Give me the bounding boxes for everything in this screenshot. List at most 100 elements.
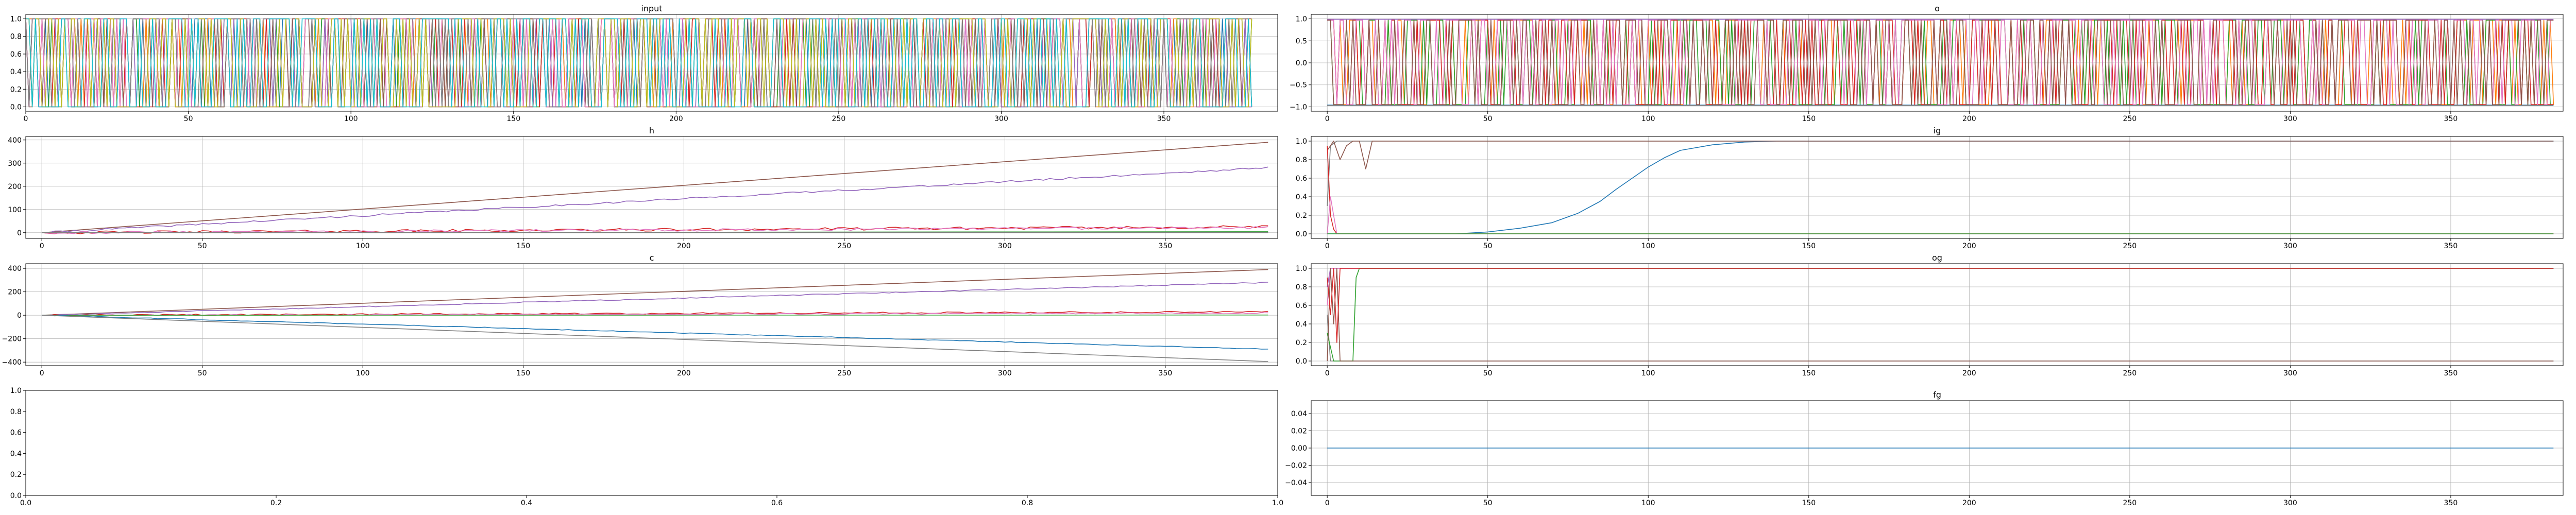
series-line-7 <box>1327 20 2554 105</box>
x-tick-label: 100 <box>1641 499 1655 507</box>
series-line-1 <box>42 269 1268 316</box>
series-line-9 <box>26 18 1252 108</box>
x-tick-label: 250 <box>2123 499 2137 507</box>
y-tick-label: 1.0 <box>10 15 22 24</box>
y-tick-label: 0.4 <box>10 450 22 458</box>
x-tick-label: 150 <box>516 242 530 250</box>
x-tick-label: 200 <box>1962 115 1976 123</box>
y-tick-label: 0.04 <box>1291 410 1307 418</box>
x-tick-label: 300 <box>998 369 1012 377</box>
series-line-6 <box>42 315 1268 350</box>
x-tick-label: 100 <box>344 115 358 123</box>
x-tick-label: 200 <box>1962 369 1976 377</box>
chart-title: fg <box>1933 390 1941 400</box>
x-tick-label: 250 <box>2123 369 2137 377</box>
y-tick-label: 0.4 <box>10 68 22 76</box>
x-tick-label: 250 <box>2123 115 2137 123</box>
x-tick-label: 0 <box>24 115 28 123</box>
series-group <box>42 142 1268 234</box>
series-line-8 <box>1327 20 2554 105</box>
plot-area <box>1311 136 2563 238</box>
panel-fg: 0 50 100 150 200 250 300 350 −0.04 −0.02 0.00 0.02 0… <box>1285 390 2564 507</box>
x-tick-label: 0.6 <box>771 499 783 507</box>
x-tick-label: 250 <box>837 369 851 377</box>
x-tick-label: 0 <box>40 369 44 377</box>
x-tick-label: 150 <box>1802 115 1816 123</box>
y-tick-label: 0.4 <box>1296 320 1307 329</box>
panel-ig: 0 50 100 150 200 250 300 350 0.0 0.2 0.4 0.6 0.8 1.0 i… <box>1296 126 2564 250</box>
x-tick-label: 200 <box>677 369 691 377</box>
x-tick-label: 300 <box>2283 242 2297 250</box>
y-tick-label: −1.0 <box>1290 103 1307 111</box>
x-tick-label: 50 <box>198 242 207 250</box>
x-tick-label: 250 <box>832 115 846 123</box>
x-tick-label: 250 <box>837 242 851 250</box>
x-tick-label: 200 <box>677 242 691 250</box>
x-tick-label: 300 <box>2283 369 2297 377</box>
x-tick-label: 1.0 <box>1272 499 1283 507</box>
chart-title: c <box>650 253 654 263</box>
series-line-2 <box>42 282 1268 316</box>
series-line-4 <box>42 166 1268 233</box>
y-tick-label: −0.02 <box>1285 461 1307 470</box>
series-group <box>1327 19 2554 106</box>
series-line-5 <box>1327 268 2554 362</box>
x-tick-label: 150 <box>506 115 520 123</box>
series-line-2 <box>1327 141 2554 234</box>
x-tick-label: 150 <box>1802 369 1816 377</box>
x-tick-label: 300 <box>2283 499 2297 507</box>
x-tick-label: 350 <box>2444 369 2458 377</box>
x-tick-label: 0 <box>1325 499 1330 507</box>
y-tick-label: 200 <box>8 183 22 191</box>
y-tick-label: 0.00 <box>1291 444 1307 453</box>
y-tick-label: 0.2 <box>10 85 22 94</box>
x-tick-label: 350 <box>1159 369 1173 377</box>
y-tick-label: 0.0 <box>1296 230 1307 238</box>
panel-empty: 0.0 0.2 0.4 0.6 0.8 1.0 0.0 0.2 0.4 0.6 0.8 1.0 <box>10 387 1283 507</box>
panel-h: 0 50 100 150 200 250 300 350 0 100 200 300 400 h <box>8 126 1278 250</box>
x-tick-label: 350 <box>2444 242 2458 250</box>
y-tick-label: 0.2 <box>10 471 22 479</box>
axes-frame <box>1311 263 2564 366</box>
y-tick-label: 0.0 <box>1296 357 1307 366</box>
series-group <box>26 18 1252 108</box>
y-tick-label: −0.5 <box>1290 81 1307 90</box>
x-tick-label: 0 <box>1325 115 1330 123</box>
series-line-3 <box>42 142 1268 233</box>
series-line-10 <box>26 18 1252 108</box>
x-tick-label: 250 <box>2123 242 2137 250</box>
chart-title: input <box>641 4 662 13</box>
axes-frame <box>25 136 1278 239</box>
plot-area <box>26 390 1278 495</box>
panel-c: 0 50 100 150 200 250 300 350 −400 −200 0 200 400 c <box>2 253 1278 377</box>
panel-og: 0 50 100 150 200 250 300 350 0.0 0.2 0.4 0.6 0.8 1.0 o… <box>1296 253 2564 377</box>
series-line-3 <box>1327 141 2554 169</box>
panel-o: 0 50 100 150 200 250 300 350 −1.0 −0.5 0.0 0.5 1.0 o <box>1290 4 2564 123</box>
x-tick-label: 300 <box>994 115 1008 123</box>
x-tick-label: 150 <box>1802 242 1816 250</box>
axes-frame <box>25 263 1278 366</box>
y-tick-label: 0.2 <box>1296 212 1307 220</box>
axes-frame <box>25 390 1278 496</box>
y-tick-label: 0.02 <box>1291 427 1307 436</box>
series-group <box>42 269 1268 362</box>
y-tick-label: −0.04 <box>1285 479 1307 487</box>
y-tick-label: 100 <box>8 206 22 214</box>
panel-input: 0 50 100 150 200 250 300 350 0.0 0.2 0.4 0.6 0.8 1.0 i… <box>10 4 1278 123</box>
x-tick-label: 100 <box>1641 369 1655 377</box>
x-tick-label: 0.8 <box>1022 499 1033 507</box>
y-tick-label: −400 <box>2 358 22 367</box>
y-tick-label: 400 <box>8 136 22 145</box>
x-tick-label: 100 <box>1641 115 1655 123</box>
y-tick-label: 200 <box>8 288 22 297</box>
x-tick-label: 50 <box>198 369 207 377</box>
y-tick-label: 0.4 <box>1296 193 1307 201</box>
x-tick-label: 150 <box>1802 499 1816 507</box>
x-tick-label: 0.4 <box>521 499 532 507</box>
y-tick-label: 400 <box>8 265 22 273</box>
y-tick-label: 0.2 <box>1296 339 1307 347</box>
x-tick-label: 100 <box>356 242 370 250</box>
x-tick-label: 50 <box>1483 499 1493 507</box>
y-tick-label: 0.0 <box>1296 59 1307 67</box>
